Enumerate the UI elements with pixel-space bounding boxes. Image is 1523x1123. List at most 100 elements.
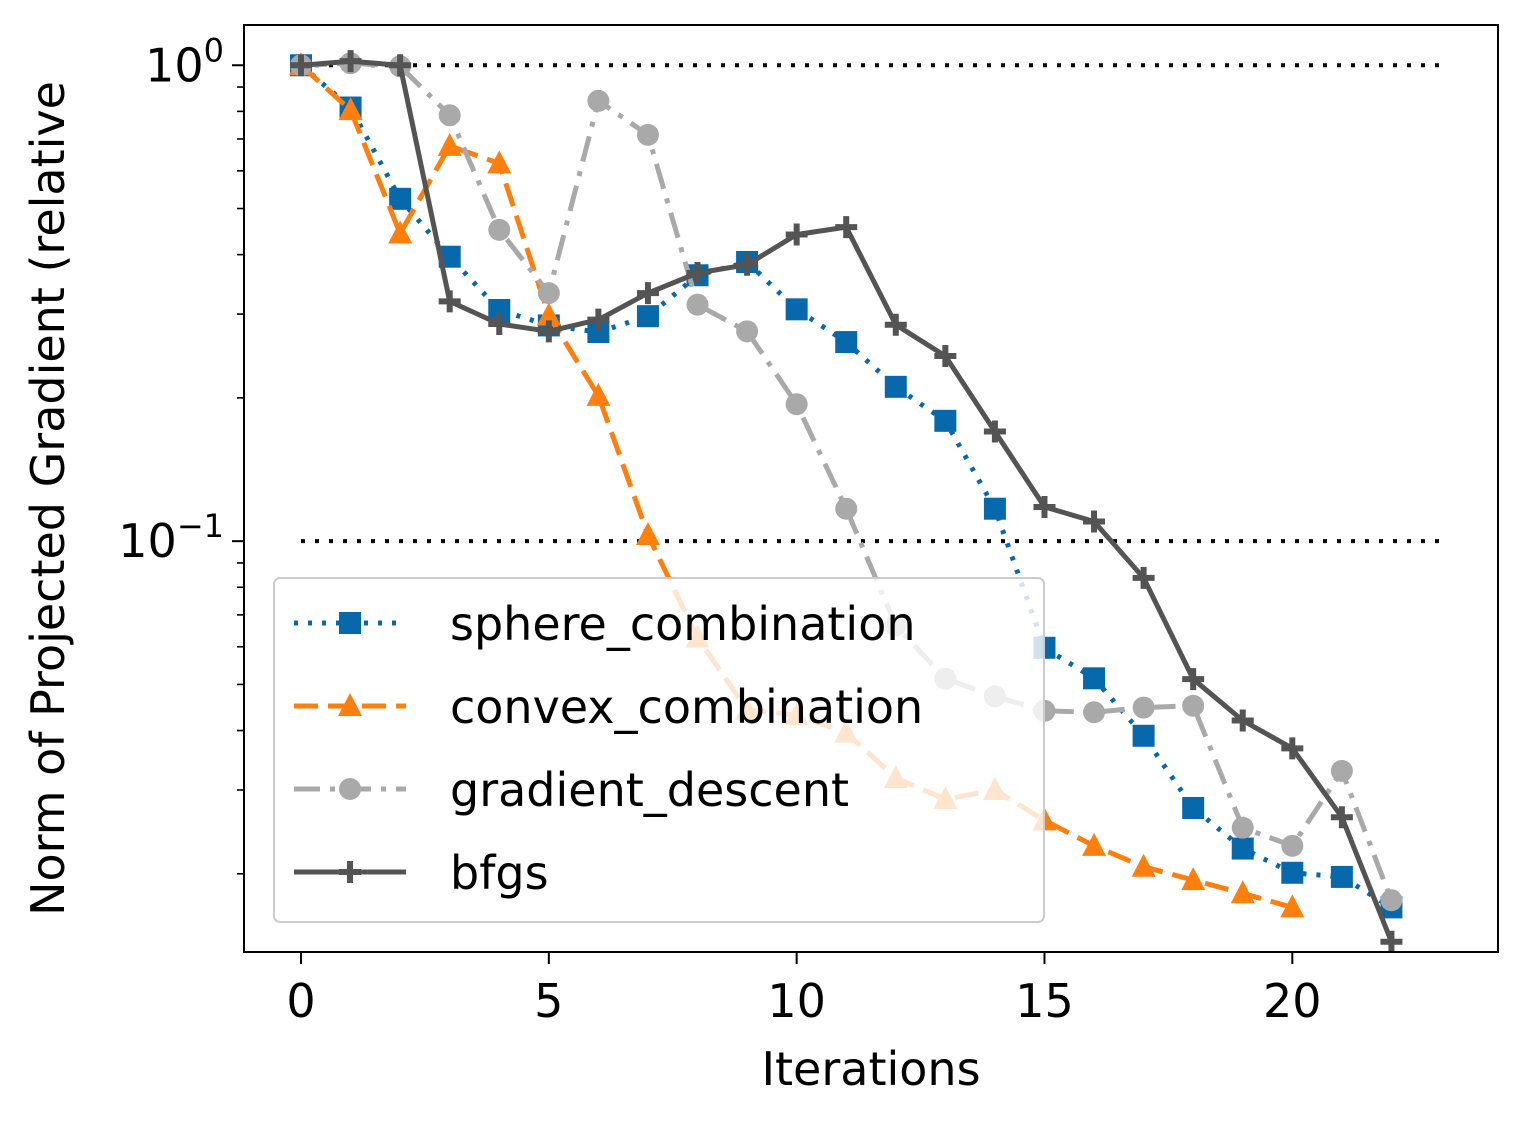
x-tick-label: 20 [1263,974,1322,1028]
data-point [1132,566,1155,589]
legend-marker [339,778,361,800]
data-point [536,302,561,326]
data-point [636,123,659,146]
data-point [835,216,858,239]
data-point [636,305,659,328]
x-axis: 0 5 10 15 20 [286,952,1322,1028]
data-point [586,382,611,406]
data-point [785,393,808,416]
legend-item: gradient_descent [294,763,849,817]
data-point [537,282,560,305]
data-point [1231,709,1254,732]
data-point [487,150,512,174]
data-point [785,298,808,321]
data-point [835,331,858,354]
data-point [1280,894,1305,918]
data-point [537,320,560,343]
data-point [1083,667,1106,690]
data-point [884,313,907,336]
series-bfgs [290,50,1403,953]
data-point [389,187,412,210]
series-line [300,60,1394,902]
data-point [785,223,808,246]
x-tick-label: 0 [286,974,315,1028]
data-point [488,312,511,335]
y-tick-base: 10 [118,514,177,568]
legend-label: bfgs [450,846,549,900]
axes-frame [243,24,1499,953]
data-point [686,293,709,316]
data-point [1330,806,1353,829]
data-point [1131,853,1156,877]
legend-marker [339,861,361,883]
data-point [1281,861,1304,884]
data-point [1132,696,1155,719]
data-point [835,497,858,520]
data-point [1181,867,1206,891]
data-point [1231,837,1254,860]
data-point [587,321,610,344]
data-point [1380,889,1403,912]
data-point [1083,701,1106,724]
data-point [438,290,461,313]
data-point [1132,724,1155,747]
data-point [1330,759,1353,782]
data-point [290,54,312,77]
y-tick-exponent: 0 [204,31,224,69]
x-tick-label: 15 [1015,974,1074,1028]
y-tick-label: 100 [145,31,224,92]
x-axis-label: Iterations [761,1042,980,1096]
y-axis-label: Norm of Projected Gradient (relative [21,81,75,916]
x-tick-label: 5 [534,974,563,1028]
data-point [934,344,957,367]
data-point [1230,880,1255,904]
legend-marker [338,693,362,716]
data-point [388,220,413,244]
legend-marker [339,612,361,634]
legend-label: sphere_combination [450,597,916,651]
data-point [587,308,610,331]
data-point [983,420,1006,443]
x-tick-label: 10 [767,974,826,1028]
data-point [438,104,461,127]
data-point [587,89,610,112]
data-point [488,218,511,241]
data-point [338,97,363,121]
data-point [686,261,709,284]
legend-label: convex_combination [450,680,923,734]
legend-item: convex_combination [294,680,923,734]
data-point [1033,495,1056,518]
data-point [1281,737,1304,760]
data-point [934,409,957,432]
data-point [736,253,759,276]
legend-item: sphere_combination [294,597,916,651]
data-point [1182,694,1205,717]
data-point [635,522,660,546]
data-point [437,132,462,156]
data-point [1182,796,1205,819]
data-point [1380,930,1403,953]
y-tick-label: 10−1 [118,507,224,568]
data-point [1182,668,1205,691]
data-point [488,298,511,321]
y-tick-base: 10 [145,38,204,92]
data-point [438,245,461,268]
data-point [736,320,759,343]
plot-area [289,50,1441,953]
data-point [339,50,362,73]
data-point [1082,832,1107,856]
data-point [983,497,1006,520]
legend-box [273,577,1045,923]
legend: sphere_combination convex_combinationgrad… [273,577,1045,923]
data-point [1281,834,1304,857]
data-point [389,54,412,77]
data-point [1330,865,1353,888]
data-point [636,282,659,305]
data-point [884,375,907,398]
legend-item: bfgs [294,846,549,900]
y-tick-exponent: −1 [177,507,224,545]
data-point [1083,510,1106,533]
data-point [1231,816,1254,839]
